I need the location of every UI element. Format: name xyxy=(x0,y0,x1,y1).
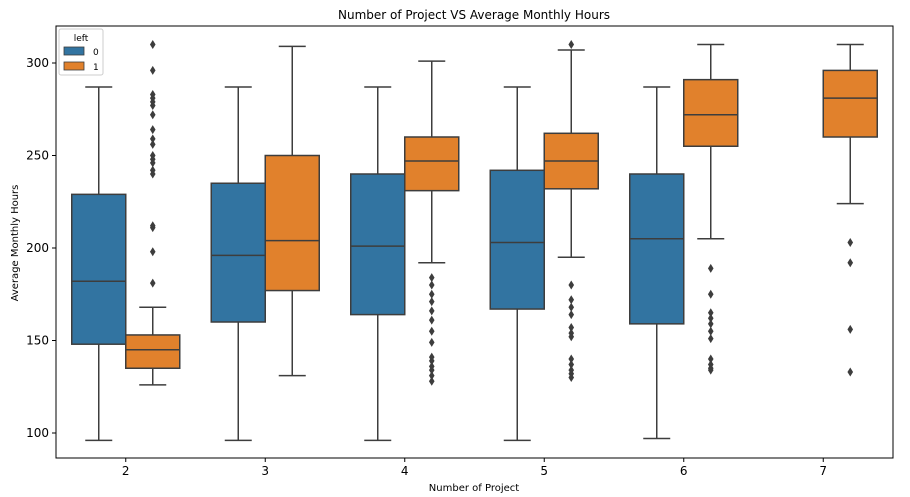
plot-frame xyxy=(55,25,894,459)
outlier-point xyxy=(428,297,435,307)
legend-swatch-0 xyxy=(63,46,85,56)
outlier-point xyxy=(568,360,575,370)
box-iqr xyxy=(404,136,460,192)
x-tick-label: 2 xyxy=(122,464,130,478)
outlier-point xyxy=(149,158,156,168)
outlier-point xyxy=(149,169,156,179)
outlier-point xyxy=(847,324,854,334)
outlier-point xyxy=(847,258,854,268)
box-group-0-2 xyxy=(71,86,127,442)
outlier-point xyxy=(428,337,435,347)
outlier-point xyxy=(707,308,714,318)
outlier-point xyxy=(568,354,575,364)
box-group-0-4 xyxy=(350,86,406,442)
x-tick-label: 4 xyxy=(401,464,409,478)
box-iqr xyxy=(71,193,127,345)
box-group-0-3 xyxy=(210,86,266,442)
outlier-point xyxy=(707,289,714,299)
outlier-point xyxy=(707,326,714,336)
outlier-point xyxy=(149,139,156,149)
outlier-point xyxy=(149,278,156,288)
outlier-point xyxy=(568,310,575,320)
box-group-1-2 xyxy=(125,40,181,386)
outlier-point xyxy=(149,110,156,120)
box-iqr xyxy=(822,69,878,138)
outlier-point xyxy=(428,273,435,283)
outlier-point xyxy=(707,354,714,364)
outlier-point xyxy=(428,315,435,325)
y-tick-label: 250 xyxy=(26,149,49,163)
outlier-point xyxy=(707,319,714,329)
outlier-point xyxy=(149,134,156,144)
outlier-point xyxy=(428,306,435,316)
y-tick-label: 100 xyxy=(26,426,49,440)
box-group-0-5 xyxy=(489,86,545,442)
box-iqr xyxy=(489,169,545,310)
outlier-point xyxy=(149,247,156,257)
legend-label-0: 0 xyxy=(93,48,99,58)
legend: left 0 1 xyxy=(58,28,104,76)
outlier-point xyxy=(568,302,575,312)
outlier-point xyxy=(707,334,714,344)
legend-title: left xyxy=(74,34,89,44)
y-tick-label: 150 xyxy=(26,334,49,348)
box-iqr xyxy=(350,173,406,316)
outlier-point xyxy=(707,313,714,323)
y-axis-label: Average Monthly Hours xyxy=(10,185,21,302)
box-iqr xyxy=(125,334,181,370)
y-tick-label: 300 xyxy=(26,56,49,70)
outlier-point xyxy=(149,223,156,233)
x-tick-label: 7 xyxy=(819,464,827,478)
box-group-1-5 xyxy=(543,40,599,382)
box-group-1-4 xyxy=(404,60,460,386)
box-iqr xyxy=(210,182,266,323)
box-iqr xyxy=(683,78,739,147)
outlier-point xyxy=(428,376,435,386)
box-iqr xyxy=(629,173,685,325)
box-group-1-3 xyxy=(264,45,320,377)
outlier-point xyxy=(149,125,156,135)
outlier-point xyxy=(568,295,575,305)
outlier-point xyxy=(847,367,854,377)
x-tick-label: 5 xyxy=(540,464,548,478)
outlier-point xyxy=(428,280,435,290)
box-group-1-7 xyxy=(822,43,878,377)
chart-title: Number of Project VS Average Monthly Hou… xyxy=(338,8,610,22)
outlier-point xyxy=(428,365,435,375)
outlier-point xyxy=(428,289,435,299)
outlier-point xyxy=(568,332,575,342)
outlier-point xyxy=(149,40,156,49)
box-iqr xyxy=(264,154,320,292)
outlier-point xyxy=(428,326,435,336)
plot-area: 100 150 200 250 300 2 3 4 5 6 7 xyxy=(26,40,878,478)
outlier-point xyxy=(707,365,714,375)
outlier-point xyxy=(149,65,156,75)
outlier-point xyxy=(149,101,156,111)
legend-swatch-1 xyxy=(63,61,85,71)
outlier-point xyxy=(707,263,714,273)
outlier-point xyxy=(568,373,575,382)
x-axis-label: Number of Project xyxy=(429,483,519,494)
outlier-point xyxy=(568,40,575,49)
box-group-0-6 xyxy=(629,86,685,440)
outlier-point xyxy=(428,371,435,381)
outlier-point xyxy=(428,356,435,366)
outlier-point xyxy=(568,280,575,290)
outlier-point xyxy=(568,323,575,333)
x-tick-label: 6 xyxy=(680,464,688,478)
outlier-point xyxy=(847,237,854,247)
legend-label-1: 1 xyxy=(93,63,99,73)
box-group-1-6 xyxy=(683,43,739,375)
y-tick-label: 200 xyxy=(26,241,49,255)
x-tick-label: 3 xyxy=(261,464,269,478)
